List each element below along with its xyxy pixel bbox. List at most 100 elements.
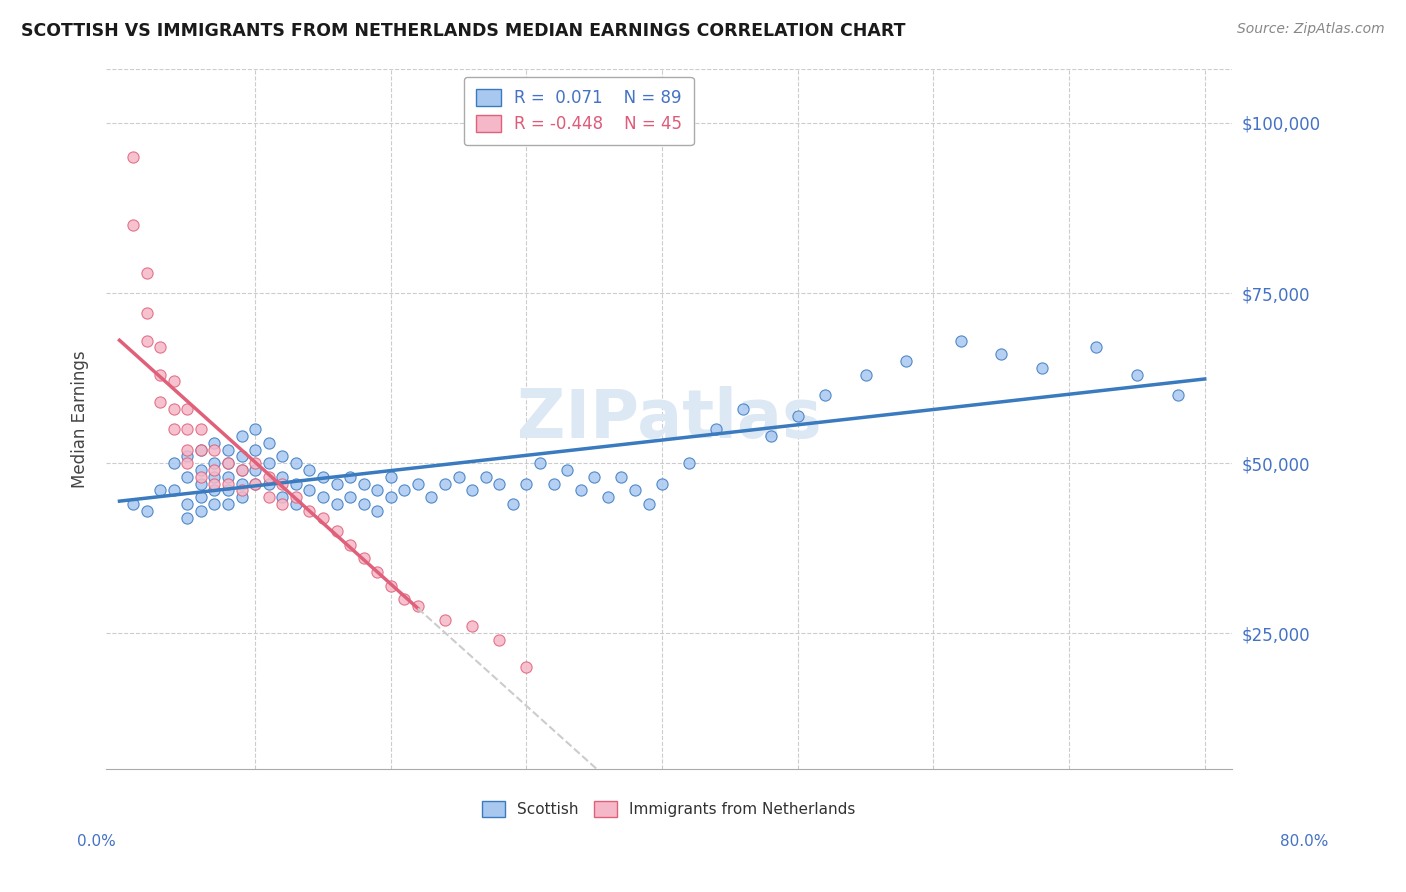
Point — [190, 476, 212, 491]
Point — [231, 490, 253, 504]
Point — [271, 490, 294, 504]
Point — [243, 476, 266, 491]
Point — [529, 456, 551, 470]
Point — [271, 469, 294, 483]
Point — [488, 476, 510, 491]
Point — [990, 347, 1012, 361]
Point — [678, 456, 700, 470]
Point — [231, 450, 253, 464]
Text: 80.0%: 80.0% — [1281, 834, 1329, 848]
Point — [176, 401, 198, 416]
Point — [149, 395, 172, 409]
Point — [176, 510, 198, 524]
Point — [257, 476, 280, 491]
Point — [243, 476, 266, 491]
Point — [651, 476, 673, 491]
Point — [217, 476, 239, 491]
Point — [515, 476, 537, 491]
Point — [447, 469, 470, 483]
Point — [163, 483, 186, 498]
Text: 0.0%: 0.0% — [77, 834, 117, 848]
Point — [204, 476, 226, 491]
Point — [461, 619, 484, 633]
Point — [163, 375, 186, 389]
Point — [298, 483, 321, 498]
Point — [543, 476, 565, 491]
Point — [366, 504, 388, 518]
Point — [312, 469, 335, 483]
Point — [190, 490, 212, 504]
Point — [257, 490, 280, 504]
Point — [135, 334, 157, 348]
Point — [596, 490, 619, 504]
Point — [855, 368, 877, 382]
Point — [434, 613, 457, 627]
Point — [204, 442, 226, 457]
Point — [366, 565, 388, 579]
Point — [243, 442, 266, 457]
Point — [339, 469, 361, 483]
Point — [204, 497, 226, 511]
Point — [122, 497, 145, 511]
Point — [569, 483, 592, 498]
Point — [394, 592, 416, 607]
Point — [190, 422, 212, 436]
Point — [176, 422, 198, 436]
Point — [380, 469, 402, 483]
Legend: Scottish, Immigrants from Netherlands: Scottish, Immigrants from Netherlands — [475, 794, 863, 825]
Point — [555, 463, 578, 477]
Point — [353, 551, 375, 566]
Point — [284, 476, 307, 491]
Point — [298, 463, 321, 477]
Point — [706, 422, 728, 436]
Point — [190, 442, 212, 457]
Point — [488, 633, 510, 648]
Point — [257, 435, 280, 450]
Point — [786, 409, 808, 423]
Point — [298, 504, 321, 518]
Point — [271, 476, 294, 491]
Point — [1126, 368, 1149, 382]
Point — [406, 476, 429, 491]
Point — [271, 497, 294, 511]
Point — [380, 490, 402, 504]
Point — [271, 450, 294, 464]
Point — [190, 504, 212, 518]
Point — [190, 463, 212, 477]
Point — [122, 218, 145, 232]
Point — [949, 334, 972, 348]
Point — [163, 456, 186, 470]
Point — [394, 483, 416, 498]
Point — [339, 538, 361, 552]
Point — [325, 497, 347, 511]
Point — [217, 456, 239, 470]
Point — [325, 476, 347, 491]
Point — [217, 497, 239, 511]
Point — [624, 483, 647, 498]
Point — [190, 469, 212, 483]
Point — [163, 422, 186, 436]
Point — [217, 483, 239, 498]
Y-axis label: Median Earnings: Median Earnings — [72, 350, 89, 488]
Point — [204, 435, 226, 450]
Point — [461, 483, 484, 498]
Point — [733, 401, 755, 416]
Point — [231, 463, 253, 477]
Point — [1085, 341, 1108, 355]
Point — [135, 306, 157, 320]
Point — [204, 483, 226, 498]
Point — [243, 456, 266, 470]
Point — [176, 497, 198, 511]
Point — [149, 341, 172, 355]
Point — [257, 456, 280, 470]
Point — [217, 456, 239, 470]
Point — [420, 490, 443, 504]
Point — [135, 504, 157, 518]
Point — [583, 469, 606, 483]
Point — [434, 476, 457, 491]
Text: Source: ZipAtlas.com: Source: ZipAtlas.com — [1237, 22, 1385, 37]
Point — [312, 490, 335, 504]
Point — [284, 490, 307, 504]
Point — [610, 469, 633, 483]
Point — [176, 469, 198, 483]
